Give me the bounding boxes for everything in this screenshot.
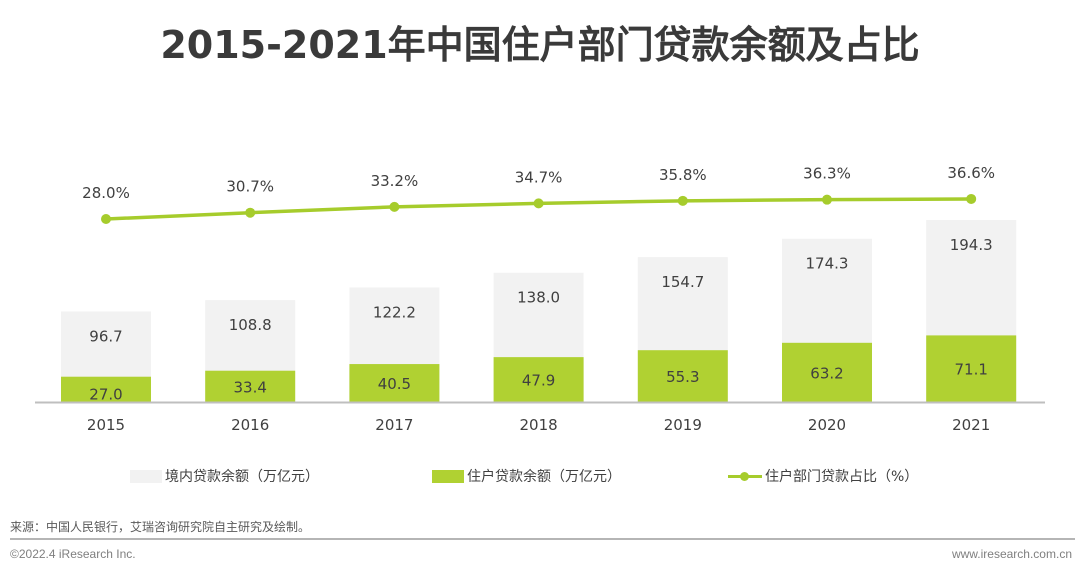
label-total-2019: 154.7: [661, 273, 704, 291]
label-household-2017: 40.5: [378, 375, 411, 393]
label-share-2019: 35.8%: [659, 166, 707, 184]
legend-swatch-grey-bar: [130, 469, 162, 483]
x-tick-2021: 2021: [952, 416, 990, 434]
chart-legend: 境内贷款余额（万亿元） 住户贷款余额（万亿元） 住户部门贷款占比（%）: [0, 466, 1080, 486]
bar-household-2016: [205, 370, 296, 402]
label-household-2019: 55.3: [666, 368, 699, 386]
bar-household-2018: [493, 357, 584, 402]
legend-item-total-loans: 境内贷款余额（万亿元）: [130, 466, 319, 486]
legend-item-household-loans: 住户贷款余额（万亿元）: [432, 466, 621, 486]
footer-divider: [10, 538, 1075, 540]
legend-swatch-green-bar: [432, 469, 464, 483]
source-note: 来源：中国人民银行，艾瑞咨询研究院自主研究及绘制。: [10, 520, 311, 534]
legend-item-household-share: 住户部门贷款占比（%）: [728, 466, 918, 486]
label-total-2015: 96.7: [89, 327, 122, 345]
label-total-2020: 174.3: [806, 255, 849, 273]
chart-title: 2015-2021年中国住户部门贷款余额及占比: [160, 23, 920, 67]
label-household-2021: 71.1: [954, 361, 987, 379]
x-tick-2015: 2015: [87, 416, 125, 434]
household-share-line: [101, 193, 977, 224]
bar-household-2019: [637, 350, 728, 402]
point-share-2019: [677, 195, 688, 206]
point-share-2015: [101, 214, 111, 224]
point-share-2017: [389, 201, 400, 212]
label-household-2020: 63.2: [810, 364, 843, 382]
bar-household-2017: [349, 364, 440, 402]
x-tick-2019: 2019: [664, 416, 702, 434]
label-total-2017: 122.2: [373, 304, 416, 322]
label-total-2018: 138.0: [517, 289, 560, 307]
x-tick-2020: 2020: [808, 416, 846, 434]
legend-label: 住户部门贷款占比（%）: [765, 469, 919, 485]
data-labels: 96.7 27.0 108.8 33.4 122.2 40.5 138.0 47.9 154.7…: [82, 164, 995, 403]
point-share-2021: [966, 193, 977, 204]
bar-household-2021: [926, 335, 1017, 402]
label-share-2016: 30.7%: [226, 178, 274, 196]
household-loans-bars: [61, 335, 1017, 402]
label-household-2018: 47.9: [522, 372, 555, 390]
point-share-2016: [245, 207, 256, 218]
legend-label: 住户贷款余额（万亿元）: [467, 469, 621, 485]
bar-household-2020: [782, 342, 872, 402]
copyright-text: ©2022.4 iResearch Inc.: [10, 547, 136, 561]
label-household-2016: 33.4: [233, 378, 266, 396]
label-share-2017: 33.2%: [371, 172, 419, 190]
label-share-2015: 28.0%: [82, 184, 130, 202]
x-tick-2017: 2017: [375, 416, 413, 434]
label-share-2018: 34.7%: [515, 168, 563, 186]
x-tick-2018: 2018: [520, 416, 558, 434]
x-tick-labels: 2015 2016 2017 2018 2019 2020 2021: [87, 416, 990, 434]
website-link: www.iresearch.com.cn: [951, 547, 1072, 561]
label-total-2021: 194.3: [950, 236, 993, 254]
x-tick-2016: 2016: [231, 416, 269, 434]
label-share-2021: 36.6%: [947, 164, 995, 182]
bar-household-2015: [61, 376, 151, 402]
legend-swatch-line-marker-icon: [728, 470, 762, 483]
point-share-2018: [533, 198, 544, 209]
label-household-2015: 27.0: [89, 385, 122, 403]
legend-label: 境内贷款余额（万亿元）: [165, 469, 319, 485]
label-share-2020: 36.3%: [803, 165, 851, 183]
point-share-2020: [822, 194, 832, 205]
label-total-2016: 108.8: [229, 316, 272, 334]
